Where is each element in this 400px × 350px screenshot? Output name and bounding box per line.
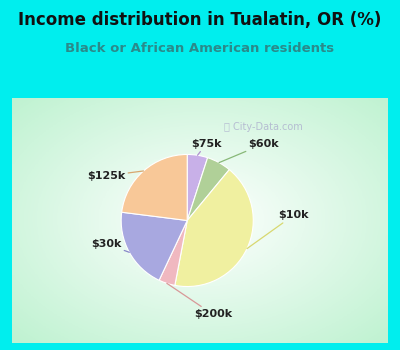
Text: Black or African American residents: Black or African American residents bbox=[66, 42, 334, 55]
Wedge shape bbox=[187, 154, 208, 220]
Text: $10k: $10k bbox=[247, 210, 309, 248]
Wedge shape bbox=[175, 170, 253, 287]
Text: Income distribution in Tualatin, OR (%): Income distribution in Tualatin, OR (%) bbox=[18, 10, 382, 28]
Text: $75k: $75k bbox=[191, 139, 222, 155]
Wedge shape bbox=[187, 158, 229, 220]
Text: ⓘ City-Data.com: ⓘ City-Data.com bbox=[224, 122, 303, 132]
Wedge shape bbox=[159, 220, 187, 285]
Text: $125k: $125k bbox=[87, 171, 144, 181]
Text: $60k: $60k bbox=[219, 139, 279, 163]
Wedge shape bbox=[122, 154, 187, 220]
Wedge shape bbox=[121, 212, 187, 280]
Text: $200k: $200k bbox=[167, 283, 232, 319]
Text: $30k: $30k bbox=[91, 239, 129, 252]
